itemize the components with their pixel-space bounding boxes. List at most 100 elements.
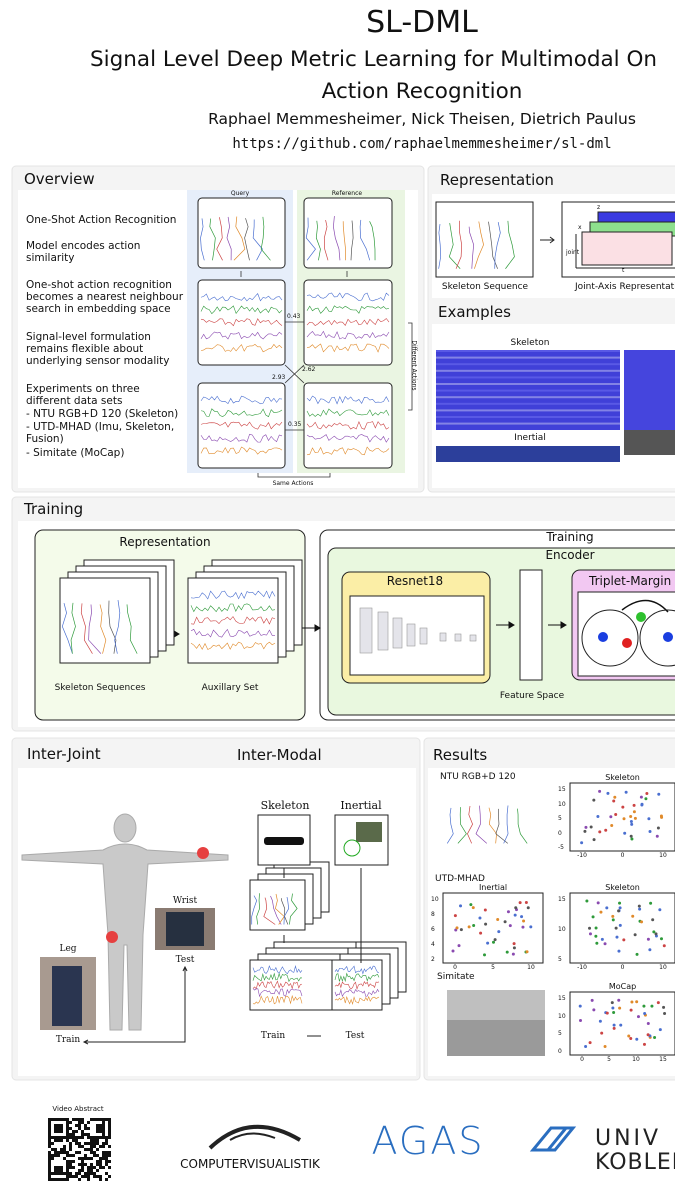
qr-module — [48, 1175, 51, 1178]
x-tick-label: 0 — [580, 1056, 584, 1063]
qr-module — [66, 1124, 69, 1127]
qr-module — [69, 1133, 72, 1136]
scatter-point — [454, 928, 458, 932]
scatter-point — [629, 1008, 633, 1012]
scatter-point — [453, 914, 457, 918]
scatter-point — [451, 949, 455, 953]
skeleton-sketch — [369, 221, 376, 261]
qr-module — [90, 1169, 93, 1172]
scatter-point — [630, 822, 634, 826]
qr-module — [48, 1163, 51, 1166]
qr-module — [96, 1130, 99, 1133]
qr-module — [60, 1178, 63, 1181]
qr-module — [75, 1118, 78, 1121]
qr-module — [108, 1136, 111, 1139]
qr-module — [78, 1151, 81, 1154]
qr-module — [102, 1136, 105, 1139]
qr-module — [60, 1172, 63, 1175]
qr-module — [75, 1130, 78, 1133]
skeleton-sketch — [505, 220, 515, 269]
section-heading: Representation — [440, 171, 554, 189]
qr-module — [57, 1169, 60, 1172]
qr-module — [78, 1127, 81, 1130]
qr-module — [102, 1166, 105, 1169]
signal-sketch — [200, 305, 283, 315]
qr-module — [99, 1145, 102, 1148]
qr-module — [78, 1178, 81, 1181]
qr-module — [57, 1136, 60, 1139]
scatter-point — [600, 937, 604, 941]
skeleton-sketch — [274, 893, 285, 925]
qr-module — [108, 1154, 111, 1157]
qr-module — [108, 1118, 111, 1121]
qr-module — [75, 1175, 78, 1178]
qr-module — [96, 1139, 99, 1142]
qr-module — [81, 1130, 84, 1133]
scatter-point — [610, 1001, 614, 1005]
scatter-point — [662, 944, 666, 948]
scatter-point — [479, 931, 483, 935]
qr-module — [108, 1160, 111, 1163]
skeleton-sketch — [244, 218, 250, 261]
qr-module — [54, 1127, 57, 1130]
y-tick-label: 10 — [558, 926, 566, 933]
qr-module — [57, 1139, 60, 1142]
qr-module — [96, 1124, 99, 1127]
skeleton-sketch — [283, 897, 290, 925]
section-heading: Examples — [438, 303, 511, 321]
signal-sketch — [190, 641, 276, 650]
skeleton-sketch — [503, 805, 509, 844]
scatter-point — [526, 906, 530, 910]
qr-module — [90, 1151, 93, 1154]
scatter-point — [459, 928, 463, 932]
qr-module — [99, 1178, 102, 1181]
caption: Inertial — [340, 799, 382, 812]
plot-title: Skeleton — [605, 773, 640, 782]
qr-module — [48, 1145, 51, 1148]
qr-module — [78, 1163, 81, 1166]
scatter-point — [592, 838, 596, 842]
signal-sketch — [306, 330, 390, 340]
qr-module — [105, 1139, 108, 1142]
qr-module — [96, 1169, 99, 1172]
scatter-point — [640, 920, 644, 924]
scatter-point — [493, 938, 497, 942]
qr-module — [108, 1151, 111, 1154]
scatter-point — [654, 932, 658, 936]
caption: Skeleton Sequences — [54, 683, 146, 693]
distance-label: 0.43 — [287, 313, 301, 320]
skeleton-sketch — [495, 808, 509, 844]
scatter-point — [524, 901, 528, 905]
qr-module — [75, 1136, 78, 1139]
skeleton-sketch — [488, 807, 497, 844]
scatter-point — [611, 1006, 615, 1010]
heatmap-band — [436, 409, 620, 412]
qr-module — [60, 1166, 63, 1169]
qr-module — [66, 1172, 69, 1175]
scatter-point — [635, 1000, 639, 1004]
qr-module — [66, 1175, 69, 1178]
qr-module — [57, 1178, 60, 1181]
scatter-point — [511, 952, 515, 956]
scatter-point — [631, 914, 635, 918]
scatter-point — [642, 1004, 646, 1008]
heatmap-band — [436, 369, 620, 372]
repo-url: https://github.com/raphaelmemmesheimer/s… — [232, 136, 612, 152]
x-tick-label: 5 — [607, 1056, 611, 1063]
signal-sketch — [200, 408, 283, 418]
scatter-point — [658, 908, 662, 912]
skeleton-sketch — [233, 216, 246, 261]
qr-module — [66, 1169, 69, 1172]
scatter-point — [623, 831, 627, 835]
qr-module — [51, 1157, 54, 1160]
qr-module — [99, 1166, 102, 1169]
qr-module — [48, 1121, 51, 1124]
x-tick-label: 0 — [620, 852, 625, 859]
scatter-point — [588, 932, 592, 936]
qr-module — [54, 1148, 57, 1151]
axis-label: joint — [566, 249, 580, 256]
qr-module — [48, 1136, 51, 1139]
dataset-item: - UTD-MHAD (Imu, Skeleton, Fusion) — [26, 421, 175, 446]
scatter-point — [521, 925, 525, 929]
qr-module — [69, 1136, 72, 1139]
